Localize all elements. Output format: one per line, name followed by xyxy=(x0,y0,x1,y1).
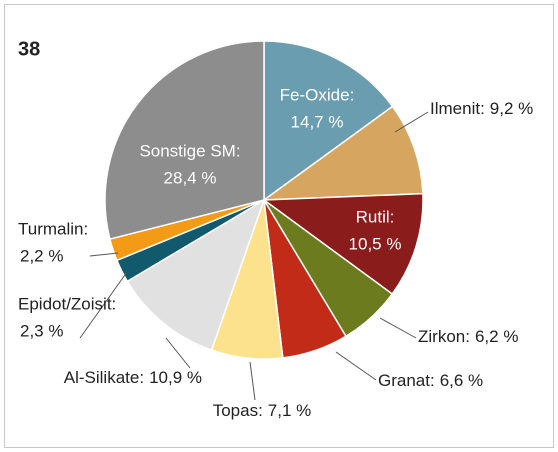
chart-title: 38 xyxy=(18,38,40,60)
value-label: 28,4 % xyxy=(164,168,217,187)
leader-line xyxy=(394,111,429,133)
slice-label: Granat: 6,6 % xyxy=(378,371,483,390)
category-label: Ilmenit: xyxy=(430,99,485,118)
value-label: 6,2 % xyxy=(475,327,518,346)
value-label: 10,9 % xyxy=(149,368,202,387)
value-label: 7,1 % xyxy=(268,401,311,420)
pie-slice xyxy=(104,40,265,240)
value-label: 14,7 % xyxy=(291,112,344,131)
value-label: 10,5 % xyxy=(349,234,402,253)
slice-label: Fe-Oxide: xyxy=(280,85,355,104)
pie-slice xyxy=(261,105,424,201)
slice-label: Rutil: xyxy=(356,207,395,226)
slice-label: Topas: 7,1 % xyxy=(213,401,312,420)
category-label: Al-Silikate: xyxy=(64,368,144,387)
slice-label: Turmalin: xyxy=(18,219,88,238)
category-label: Granat: xyxy=(378,371,435,390)
value-label: 9,2 % xyxy=(490,99,533,118)
leader-line xyxy=(335,351,377,381)
leader-line xyxy=(379,317,417,339)
pie-slice xyxy=(263,40,394,202)
value-label: 2,2 % xyxy=(20,246,63,265)
leader-line xyxy=(89,252,119,257)
slice-label: Al-Silikate: 10,9 % xyxy=(64,368,202,387)
category-label: Zirkon: xyxy=(418,327,470,346)
pie-slice xyxy=(261,192,424,296)
slice-label: Ilmenit: 9,2 % xyxy=(430,99,533,118)
category-label: Topas: xyxy=(213,401,263,420)
leader-line xyxy=(79,271,128,339)
leader-line xyxy=(165,337,191,369)
slice-label: Sonstige SM: xyxy=(139,141,240,160)
value-label: 6,6 % xyxy=(440,371,483,390)
pie-slice xyxy=(126,198,266,352)
value-label: 2,3 % xyxy=(20,321,63,340)
leader-line xyxy=(249,361,256,401)
slice-label: Zirkon: 6,2 % xyxy=(418,327,518,346)
slice-label: Epidot/Zoisit: xyxy=(18,294,116,313)
